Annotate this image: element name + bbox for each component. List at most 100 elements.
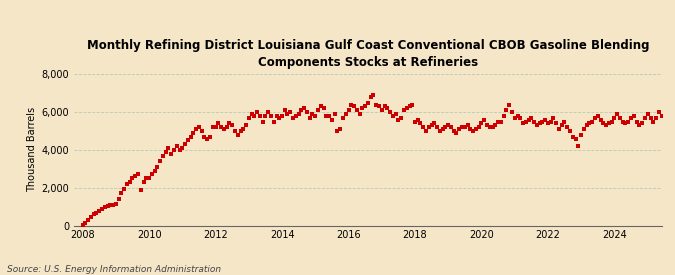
Point [323,114,334,118]
Point [653,110,664,114]
Point [368,93,379,97]
Point [473,125,484,130]
Point [288,116,298,120]
Point [443,123,454,128]
Point [249,114,260,118]
Point [598,121,609,126]
Point [327,117,338,122]
Point [592,114,603,118]
Point [487,125,498,130]
Point [446,125,456,130]
Point [637,121,647,126]
Point [343,108,354,112]
Point [152,165,163,169]
Point [221,125,232,130]
Point [512,114,523,118]
Point [504,102,514,107]
Point [470,127,481,131]
Point [645,116,656,120]
Point [155,159,165,163]
Point [80,221,91,225]
Point [202,136,213,141]
Point [105,202,116,207]
Point [576,133,587,137]
Point [421,129,431,133]
Point [404,104,415,109]
Point [479,117,490,122]
Point [138,180,149,184]
Point [531,123,542,128]
Point [133,172,144,177]
Point [260,114,271,118]
Point [468,129,479,133]
Point [219,127,230,131]
Point [415,121,426,126]
Point [332,129,343,133]
Point [210,125,221,130]
Point [620,121,631,126]
Point [263,110,273,114]
Point [565,129,576,133]
Point [352,108,362,112]
Point [141,176,152,180]
Point [526,116,537,120]
Point [238,127,248,131]
Point [254,114,265,118]
Point [171,144,182,148]
Point [230,129,240,133]
Point [169,148,180,152]
Point [559,119,570,124]
Point [119,186,130,191]
Point [166,152,177,156]
Point [454,127,464,131]
Point [429,121,439,126]
Point [188,131,198,135]
Point [244,116,254,120]
Point [185,134,196,139]
Point [634,123,645,128]
Point [357,106,368,111]
Point [97,207,107,211]
Point [432,125,443,130]
Point [609,116,620,120]
Point [437,127,448,131]
Point [548,116,559,120]
Point [435,129,446,133]
Point [656,114,667,118]
Point [277,114,288,118]
Point [385,110,396,114]
Point [321,114,331,118]
Point [285,110,296,114]
Point [157,153,168,158]
Point [207,125,218,130]
Point [116,191,127,196]
Point [568,134,578,139]
Point [130,174,140,178]
Point [603,121,614,126]
Point [302,110,313,114]
Point [252,110,263,114]
Point [282,112,293,116]
Point [86,215,97,219]
Point [235,129,246,133]
Point [91,210,102,215]
Point [163,146,174,150]
Point [174,148,185,152]
Point [146,172,157,177]
Point [177,146,188,150]
Point [241,123,252,128]
Point [465,127,476,131]
Point [329,112,340,116]
Point [271,114,282,118]
Point [626,116,637,120]
Point [543,121,554,126]
Point [606,119,617,124]
Point [338,116,348,120]
Point [398,108,409,112]
Point [296,108,307,112]
Point [451,131,462,135]
Point [269,119,279,124]
Point [614,116,625,120]
Point [448,129,459,133]
Point [379,104,390,109]
